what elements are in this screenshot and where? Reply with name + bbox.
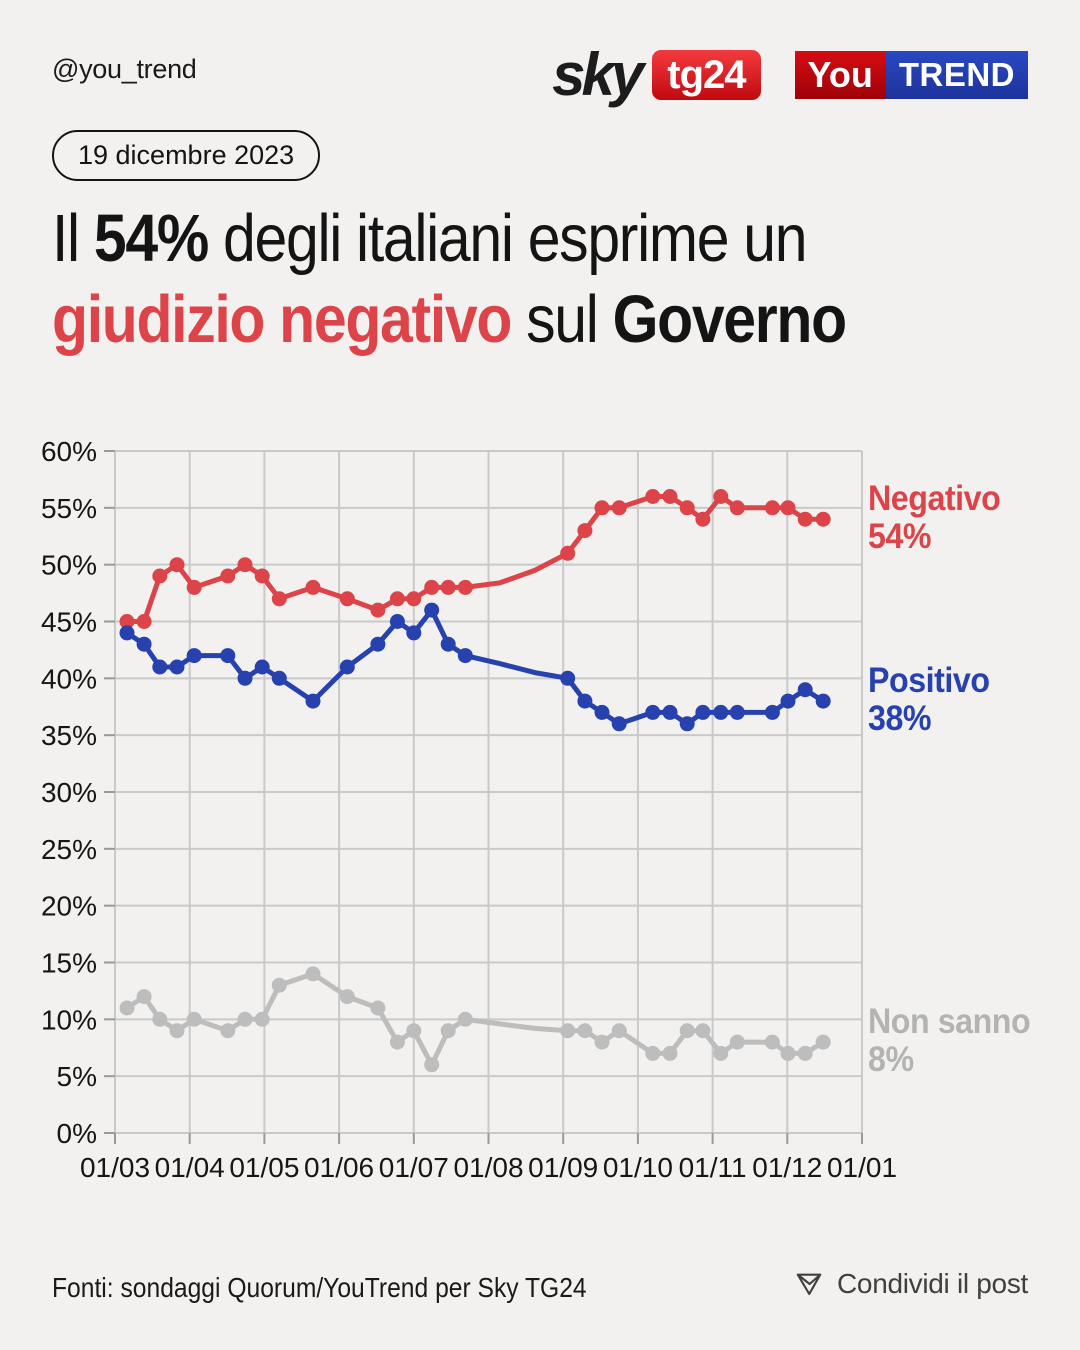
y-axis-label: 25% [41,834,97,865]
legend-series-name: Non sanno [868,1002,1031,1042]
series-negativo [119,489,831,629]
headline-segment: Governo [612,282,848,357]
source-note: Fonti: sondaggi Quorum/YouTrend per Sky … [52,1272,587,1303]
headline-segment: sul [511,282,613,357]
legend-series-name: Positivo [868,661,990,701]
y-axis-label: 30% [41,777,97,808]
x-axis-label: 01/04 [155,1152,225,1183]
legend-non-sanno: Non sanno 8% [868,1002,1031,1080]
legend-series-name: Negativo [868,479,1001,519]
series-non-sanno [119,966,831,1073]
headline-line: Il 54% degli italiani esprime un [52,198,846,279]
legend-series-value: 38% [868,699,932,739]
y-axis-label: 55% [41,493,97,524]
share-label: Condividi il post [837,1268,1028,1299]
series-positivo [119,602,831,732]
y-axis-label: 50% [41,550,97,581]
headline-segment: 54% [93,201,209,276]
x-axis-label: 01/06 [304,1152,374,1183]
y-axis-label: 20% [41,891,97,922]
y-axis-label: 45% [41,607,97,638]
tg24-badge: tg24 [652,50,761,100]
x-axis-label: 01/10 [603,1152,673,1183]
date-badge: 19 dicembre 2023 [52,130,321,181]
y-axis-label: 0% [57,1118,97,1149]
headline-segment: giudizio negativo [52,282,512,357]
x-axis-label: 01/08 [453,1152,523,1183]
x-axis-label: 01/07 [379,1152,449,1183]
sky-tg24-logo: sky tg24 [552,41,761,108]
x-axis-label: 01/03 [80,1152,150,1183]
headline-segment: degli italiani esprime un [207,201,807,276]
chart-axes: 0% 5% 10% 15% 20% 25% 30% 35% 40% 45% 50% 55% 60% 01/… [41,436,897,1183]
x-axis-label: 01/11 [679,1152,747,1183]
sky-wordmark: sky [552,41,644,108]
youtrend-trend-badge: TREND [885,51,1028,99]
legend-series-value: 54% [868,517,932,557]
x-axis-label: 01/01 [827,1152,897,1183]
y-axis-label: 40% [41,663,97,694]
x-axis-label: 01/12 [752,1152,822,1183]
y-axis-label: 60% [41,436,97,467]
headline: Il 54% degli italiani esprime un giudizio… [52,198,954,360]
logo-row: sky tg24 You TREND [552,41,1028,108]
headline-line: giudizio negativo sul Governo [52,279,848,360]
account-handle: @you_trend [52,54,197,84]
share-paper-plane-icon [796,1273,822,1296]
legend-series-value: 8% [868,1040,914,1080]
x-axis-label: 01/09 [528,1152,598,1183]
y-axis-label: 15% [41,948,97,979]
headline-segment: Il [52,201,94,276]
share-button[interactable]: Condividi il post [794,1268,1028,1300]
x-axis-label: 01/05 [229,1152,299,1183]
youtrend-logo: You TREND [794,51,1028,99]
y-axis-label: 5% [57,1061,97,1092]
legend-negativo: Negativo 54% [868,479,1001,557]
y-axis-label: 10% [41,1004,97,1035]
youtrend-you-badge: You [794,51,886,99]
legend-positivo: Positivo 38% [868,662,990,738]
y-axis-label: 35% [41,720,97,751]
